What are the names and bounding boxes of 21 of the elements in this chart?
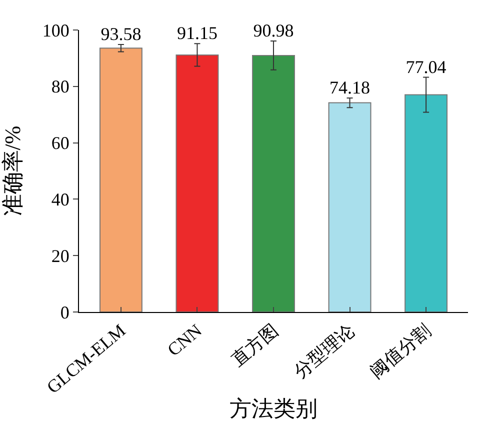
y-tick-label: 60	[51, 133, 70, 154]
x-tick-label: 直方图	[228, 320, 282, 370]
y-tick-label: 20	[51, 246, 70, 266]
x-tick-label: 阈值分割	[366, 320, 434, 382]
x-axis-title: 方法类别	[230, 396, 318, 422]
y-tick-label: 40	[51, 190, 70, 210]
x-tick-label: 分型理论	[290, 320, 358, 382]
data-label: 77.04	[406, 56, 446, 77]
y-tick-label: 80	[51, 76, 70, 97]
bar	[252, 54, 295, 312]
y-axis-title: 准确率/%	[0, 126, 26, 216]
data-label: 91.15	[176, 23, 218, 44]
y-tick-label: 100	[42, 20, 70, 40]
bar	[176, 54, 219, 312]
bar	[328, 102, 372, 312]
data-label: 93.58	[100, 24, 142, 44]
data-label: 90.98	[253, 20, 294, 41]
bar	[404, 94, 448, 312]
y-tick-label: 0	[60, 302, 70, 322]
bar	[99, 48, 142, 312]
data-label: 74.18	[330, 78, 370, 98]
